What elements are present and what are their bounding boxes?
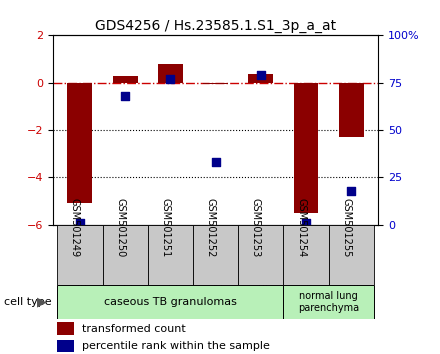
Bar — [57, 285, 283, 319]
Point — [212, 159, 219, 165]
Text: GSM501249: GSM501249 — [70, 198, 80, 257]
Text: percentile rank within the sample: percentile rank within the sample — [82, 341, 270, 351]
Text: GSM501254: GSM501254 — [296, 198, 306, 257]
Point — [121, 93, 128, 99]
Point — [303, 220, 310, 226]
Bar — [57, 340, 74, 352]
Bar — [238, 225, 283, 285]
Bar — [193, 225, 238, 285]
Text: normal lung
parenchyma: normal lung parenchyma — [298, 291, 359, 313]
Bar — [339, 83, 364, 137]
Bar — [57, 322, 74, 335]
Text: GSM501253: GSM501253 — [251, 198, 261, 257]
Text: GSM501250: GSM501250 — [115, 198, 125, 257]
Bar — [103, 225, 148, 285]
Title: GDS4256 / Hs.23585.1.S1_3p_a_at: GDS4256 / Hs.23585.1.S1_3p_a_at — [95, 19, 336, 33]
Text: cell type: cell type — [4, 297, 52, 307]
Bar — [249, 74, 273, 83]
Bar — [283, 285, 374, 319]
Text: ▶: ▶ — [37, 296, 46, 308]
Point — [77, 220, 84, 226]
Point — [257, 72, 264, 78]
Bar — [158, 64, 183, 83]
Point — [348, 188, 355, 194]
Bar — [67, 83, 92, 204]
Text: GSM501251: GSM501251 — [160, 198, 170, 257]
Bar — [283, 225, 329, 285]
Text: GSM501255: GSM501255 — [341, 198, 351, 257]
Point — [167, 76, 174, 82]
Bar — [329, 225, 374, 285]
Bar — [203, 83, 228, 84]
Bar — [57, 225, 103, 285]
Bar — [148, 225, 193, 285]
Text: GSM501252: GSM501252 — [205, 198, 216, 257]
Bar — [113, 76, 138, 83]
Text: caseous TB granulomas: caseous TB granulomas — [104, 297, 237, 307]
Text: transformed count: transformed count — [82, 324, 186, 333]
Bar — [293, 83, 319, 213]
